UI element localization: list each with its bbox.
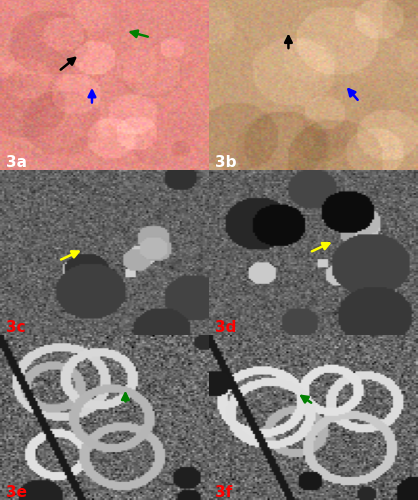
- Text: 3a: 3a: [6, 154, 27, 170]
- Text: 3c: 3c: [6, 320, 26, 335]
- Text: 3e: 3e: [6, 485, 27, 500]
- Text: 3b: 3b: [215, 154, 237, 170]
- Text: 3f: 3f: [215, 485, 232, 500]
- Text: 3d: 3d: [215, 320, 237, 335]
